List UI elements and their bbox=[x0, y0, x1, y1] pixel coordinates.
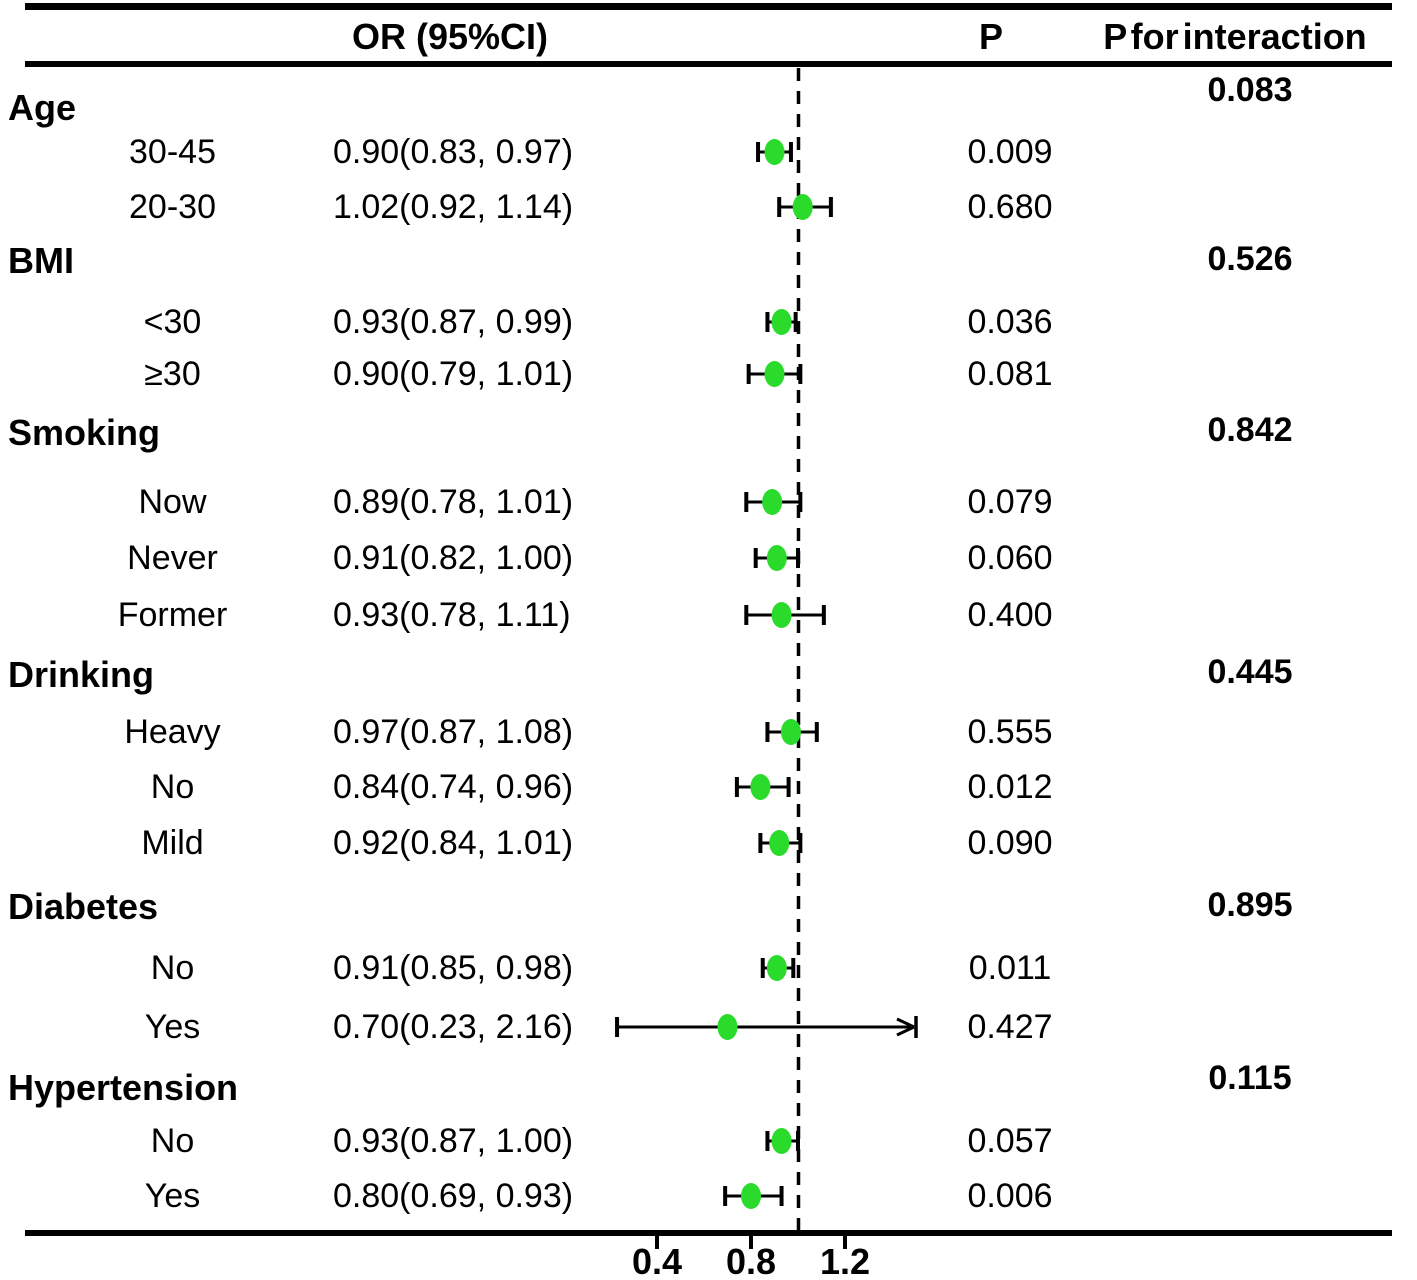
or-ci-value: 0.93(0.78, 1.11) bbox=[333, 596, 571, 634]
subgroup-label: Yes bbox=[144, 1008, 201, 1046]
subgroup-label: <30 bbox=[143, 303, 202, 341]
p-interaction-value: 0.842 bbox=[1207, 411, 1293, 449]
or-ci-value: 0.90(0.79, 1.01) bbox=[333, 355, 574, 393]
group-label: Drinking bbox=[8, 654, 155, 695]
x-axis-line bbox=[25, 1230, 1392, 1236]
ci-arrowhead bbox=[896, 1025, 915, 1037]
subgroup-label: Heavy bbox=[124, 713, 221, 751]
subgroup-label: 30-45 bbox=[129, 133, 216, 171]
or-marker bbox=[764, 361, 785, 387]
or-ci-value: 0.97(0.87, 1.08) bbox=[333, 713, 574, 751]
p-interaction-value: 0.115 bbox=[1208, 1059, 1292, 1097]
p-interaction-value: 0.083 bbox=[1207, 71, 1293, 109]
subgroup-label: ≥30 bbox=[144, 355, 201, 393]
or-ci-value: 0.91(0.82, 1.00) bbox=[333, 539, 574, 577]
or-marker bbox=[750, 774, 771, 800]
or-marker bbox=[780, 719, 801, 745]
p-interaction-value: 0.895 bbox=[1207, 886, 1293, 924]
subgroup-label: Yes bbox=[144, 1177, 201, 1215]
p-value: 0.090 bbox=[967, 824, 1053, 862]
group-label: Smoking bbox=[8, 412, 161, 453]
or-ci-value: 0.80(0.69, 0.93) bbox=[333, 1177, 574, 1215]
p-value: 0.400 bbox=[967, 596, 1053, 634]
column-header-p-interaction: P for interaction bbox=[1103, 16, 1367, 57]
or-marker bbox=[766, 955, 787, 981]
p-value: 0.060 bbox=[967, 539, 1053, 577]
subgroup-label: Now bbox=[138, 483, 207, 521]
x-axis-tick bbox=[749, 1236, 753, 1249]
p-value: 0.081 bbox=[967, 355, 1053, 393]
or-marker bbox=[771, 1128, 792, 1154]
p-interaction-value: 0.526 bbox=[1207, 240, 1293, 278]
subgroup-label: Never bbox=[127, 539, 218, 577]
or-marker bbox=[766, 545, 787, 571]
or-ci-value: 0.90(0.83, 0.97) bbox=[333, 133, 574, 171]
or-marker bbox=[764, 139, 785, 165]
or-ci-value: 0.91(0.85, 0.98) bbox=[333, 949, 574, 987]
subgroup-label: Former bbox=[117, 596, 228, 634]
or-marker bbox=[771, 309, 792, 335]
p-value: 0.427 bbox=[967, 1008, 1053, 1046]
subgroup-label: 20-30 bbox=[129, 188, 216, 226]
header-rule bbox=[25, 61, 1392, 67]
or-ci-value: 0.93(0.87, 1.00) bbox=[333, 1122, 574, 1160]
p-value: 0.057 bbox=[967, 1122, 1053, 1160]
p-value: 0.079 bbox=[967, 483, 1053, 521]
p-value: 0.555 bbox=[967, 713, 1053, 751]
or-ci-value: 0.93(0.87, 0.99) bbox=[333, 303, 574, 341]
x-axis-tick-label: 0.8 bbox=[725, 1241, 777, 1280]
column-header-or-ci: OR (95%CI) bbox=[351, 16, 549, 57]
or-ci-value: 1.02(0.92, 1.14) bbox=[333, 188, 574, 226]
or-marker bbox=[792, 194, 813, 220]
p-interaction-value: 0.445 bbox=[1207, 653, 1293, 691]
group-label: Age bbox=[8, 87, 77, 128]
x-axis-tick-label: 1.2 bbox=[819, 1241, 871, 1280]
x-axis-tick bbox=[655, 1236, 659, 1249]
subgroup-label: No bbox=[150, 1122, 195, 1160]
group-label: Diabetes bbox=[8, 886, 159, 927]
p-value: 0.036 bbox=[967, 303, 1053, 341]
group-label: BMI bbox=[8, 240, 74, 281]
or-marker bbox=[771, 602, 792, 628]
group-label: Hypertension bbox=[8, 1067, 239, 1108]
p-value: 0.012 bbox=[967, 768, 1053, 806]
top-rule bbox=[25, 3, 1392, 10]
or-marker bbox=[769, 830, 790, 856]
subgroup-label: No bbox=[150, 768, 195, 806]
subgroup-label: No bbox=[150, 949, 195, 987]
subgroup-label: Mild bbox=[141, 824, 204, 862]
or-ci-value: 0.84(0.74, 0.96) bbox=[333, 768, 574, 806]
or-marker bbox=[762, 489, 783, 515]
column-header-p: P bbox=[978, 16, 1003, 57]
or-ci-value: 0.89(0.78, 1.01) bbox=[333, 483, 574, 521]
or-marker bbox=[741, 1183, 761, 1209]
or-ci-value: 0.70(0.23, 2.16) bbox=[333, 1008, 574, 1046]
or-marker bbox=[717, 1014, 738, 1040]
or-ci-value: 0.92(0.84, 1.01) bbox=[333, 824, 574, 862]
p-value: 0.006 bbox=[967, 1177, 1053, 1215]
x-axis-tick-label: 0.4 bbox=[631, 1241, 683, 1280]
x-axis-tick bbox=[843, 1236, 847, 1249]
ci-arrowhead bbox=[896, 1017, 915, 1029]
p-value: 0.009 bbox=[967, 133, 1053, 171]
p-value: 0.011 bbox=[968, 949, 1052, 987]
p-value: 0.680 bbox=[967, 188, 1053, 226]
